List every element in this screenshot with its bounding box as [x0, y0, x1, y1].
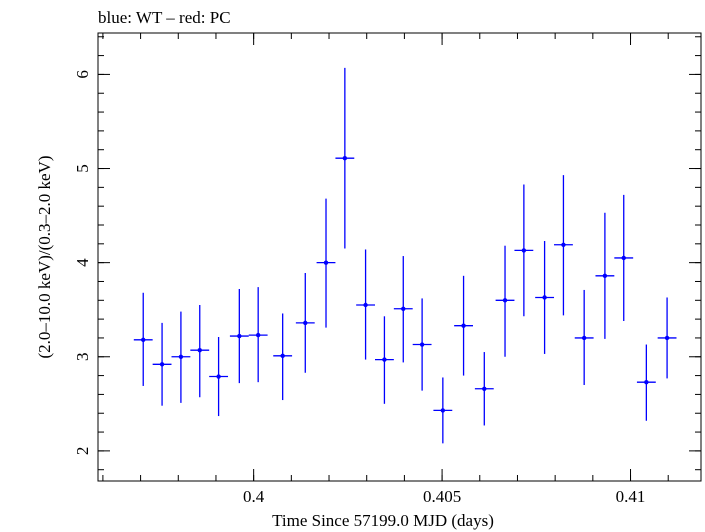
- point-marker: [602, 273, 608, 279]
- x-tick-label: 0.41: [616, 487, 646, 506]
- y-tick-label: 5: [73, 164, 92, 173]
- point-marker: [664, 335, 670, 341]
- data-point: [229, 289, 249, 384]
- data-point: [248, 287, 268, 383]
- data-point: [495, 245, 515, 357]
- point-marker: [621, 255, 626, 261]
- data-point: [375, 316, 394, 404]
- data-point: [535, 241, 555, 354]
- data-point: [412, 298, 432, 391]
- point-marker: [419, 342, 425, 347]
- x-axis-ticks: [102, 33, 669, 481]
- point-marker: [342, 155, 348, 161]
- chart-title: blue: WT – red: PC: [98, 8, 231, 27]
- point-marker: [644, 379, 649, 385]
- point-marker: [280, 353, 285, 359]
- data-point: [295, 273, 315, 373]
- point-marker: [255, 332, 261, 338]
- x-axis-label: Time Since 57199.0 MJD (days): [272, 511, 494, 530]
- point-marker: [461, 323, 466, 328]
- data-point: [152, 322, 172, 406]
- y-tick-label: 6: [73, 70, 92, 79]
- data-point: [554, 175, 573, 316]
- point-marker: [141, 337, 146, 343]
- data-series: [133, 67, 677, 444]
- point-marker: [303, 320, 308, 326]
- point-marker: [323, 260, 329, 265]
- data-point: [636, 344, 656, 421]
- y-tick-label: 2: [73, 447, 92, 456]
- data-point: [474, 352, 494, 426]
- point-marker: [581, 335, 587, 341]
- point-marker: [561, 242, 566, 247]
- x-axis-tick-labels: 0.4 0.405 0.41: [243, 487, 645, 506]
- point-marker: [216, 374, 221, 379]
- y-tick-label: 3: [73, 353, 92, 362]
- data-point: [356, 249, 376, 360]
- point-marker: [382, 357, 387, 362]
- data-point: [514, 184, 534, 317]
- point-marker: [197, 347, 202, 353]
- plot-frame: [97, 32, 702, 482]
- point-marker: [159, 362, 165, 367]
- data-point: [133, 292, 153, 386]
- y-axis-tick-labels: 2 3 4 5 6: [73, 70, 92, 455]
- data-point: [433, 377, 453, 444]
- point-marker: [521, 248, 527, 253]
- data-point: [574, 289, 594, 385]
- point-marker: [440, 408, 446, 413]
- point-marker: [502, 298, 508, 303]
- data-point: [393, 256, 413, 363]
- point-marker: [542, 295, 547, 300]
- data-point: [171, 311, 191, 403]
- data-point: [454, 275, 473, 376]
- x-tick-label: 0.405: [423, 487, 461, 506]
- y-axis-label: (2.0–10.0 keV)/(0.3–2.0 keV): [35, 155, 54, 358]
- y-axis-ticks: [98, 36, 701, 471]
- data-point: [209, 337, 229, 417]
- data-point: [316, 198, 336, 328]
- point-marker: [401, 306, 406, 311]
- data-point: [657, 297, 677, 379]
- x-tick-label: 0.4: [243, 487, 265, 506]
- data-point: [595, 212, 615, 339]
- point-marker: [482, 386, 487, 391]
- data-point: [335, 67, 355, 249]
- data-point: [190, 305, 210, 398]
- data-point: [614, 194, 634, 321]
- point-marker: [178, 354, 184, 359]
- data-point: [273, 313, 293, 401]
- point-marker: [237, 333, 242, 339]
- y-tick-label: 4: [73, 258, 92, 267]
- point-marker: [363, 302, 368, 308]
